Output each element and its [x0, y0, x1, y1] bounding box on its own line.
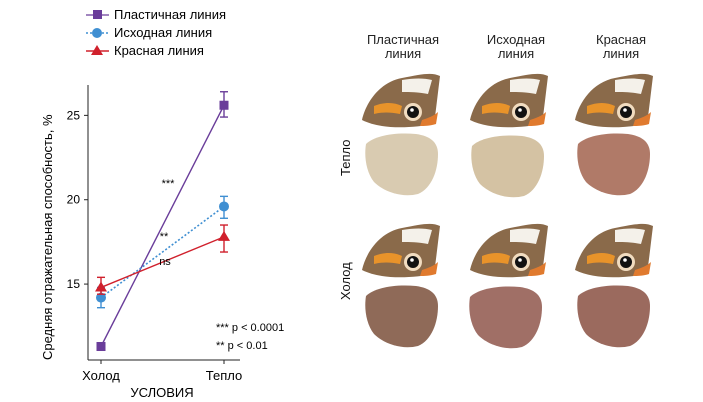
wing-cold-red-under — [577, 285, 650, 348]
data-point — [219, 100, 229, 110]
annotation-red-significance: ns — [159, 256, 171, 268]
wing-warm-red-under — [577, 133, 650, 196]
wing-warm-plastic-under — [365, 133, 438, 196]
data-point — [218, 230, 230, 241]
data-point — [96, 342, 106, 352]
legend-marker-original — [92, 28, 102, 38]
legend-marker-red — [91, 45, 103, 55]
annotation-plastic-significance: *** — [162, 178, 176, 190]
y-tick-group: 15 20 25 — [67, 108, 88, 291]
wing-cold-original-under — [469, 286, 542, 349]
wing-warm-red-upper — [575, 73, 653, 128]
wing-cold-original-upper — [470, 223, 548, 278]
column-label-plastic-text: Пластичная линия — [366, 32, 440, 61]
y-tick-label: 25 — [67, 108, 81, 122]
wing-cold-plastic-upper — [362, 223, 440, 278]
series-line — [100, 236, 225, 289]
x-tick-label: Тепло — [206, 368, 242, 383]
significance-note-1: *** p < 0.0001 — [216, 322, 284, 334]
x-tick-label: Холод — [82, 368, 120, 383]
column-label-original: Исходная линия — [471, 33, 561, 61]
wing-warm-plastic-upper — [362, 73, 440, 128]
legend: Пластичная линия Исходная линия Красная … — [86, 7, 226, 58]
series-line — [100, 205, 225, 299]
series-0 — [96, 91, 229, 352]
wing-cold-plastic-under — [365, 285, 438, 348]
series-2 — [95, 224, 230, 295]
legend-label-red: Красная линия — [114, 43, 204, 58]
y-tick-label: 15 — [67, 277, 81, 291]
wing-images — [362, 73, 653, 349]
x-tick-group: Холод Тепло — [82, 360, 242, 383]
data-point — [219, 201, 229, 212]
column-label-original-text: Исходная линия — [486, 32, 546, 61]
x-axis-title: УСЛОВИЯ — [130, 385, 193, 400]
wing-warm-original-upper — [470, 73, 548, 128]
column-label-red: Красная линия — [576, 33, 666, 61]
significance-note-2: ** p < 0.01 — [216, 340, 268, 352]
series-line — [100, 104, 225, 347]
reflectance-line-chart: Пластичная линия Исходная линия Красная … — [40, 7, 284, 400]
series-layer — [95, 91, 230, 352]
y-axis-title: Средняя отражательная способность, % — [40, 114, 55, 360]
column-label-red-text: Красная линия — [596, 32, 646, 61]
column-label-plastic: Пластичная линия — [358, 33, 448, 61]
legend-label-original: Исходная линия — [114, 25, 212, 40]
wing-photo-panel: Пластичная линия Исходная линия Красная … — [330, 0, 703, 402]
data-point — [95, 281, 107, 292]
y-tick-label: 20 — [67, 193, 81, 207]
annotation-original-significance: ** — [160, 231, 169, 243]
series-1 — [96, 195, 229, 309]
wing-warm-original-under — [471, 135, 544, 198]
legend-label-plastic: Пластичная линия — [114, 7, 226, 22]
data-point — [96, 292, 106, 303]
wing-cold-red-upper — [575, 223, 653, 278]
